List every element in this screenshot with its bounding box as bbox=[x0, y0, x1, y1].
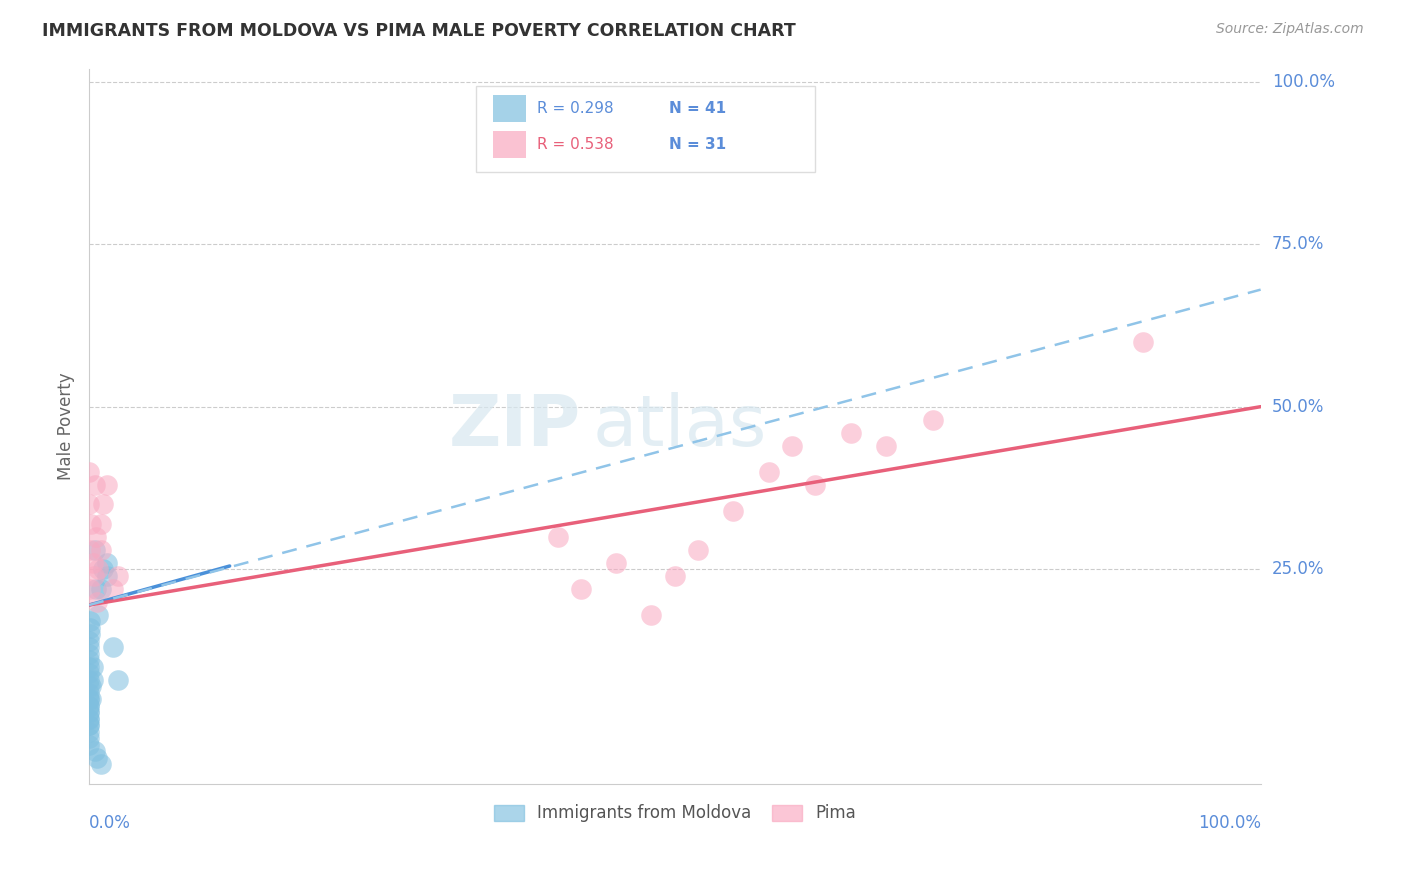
Point bbox=[86, 595, 108, 609]
Point bbox=[77, 465, 100, 479]
Point bbox=[77, 718, 100, 732]
Point bbox=[101, 640, 124, 655]
Point bbox=[90, 542, 112, 557]
Text: ZIP: ZIP bbox=[449, 392, 581, 460]
Point bbox=[80, 516, 103, 531]
Point bbox=[77, 653, 100, 667]
Text: 75.0%: 75.0% bbox=[1272, 235, 1324, 253]
Point bbox=[77, 718, 100, 732]
Point bbox=[96, 556, 118, 570]
Point bbox=[84, 542, 107, 557]
Point bbox=[1132, 334, 1154, 349]
Point bbox=[921, 412, 943, 426]
Point bbox=[77, 712, 100, 726]
Point bbox=[91, 562, 114, 576]
Text: IMMIGRANTS FROM MOLDOVA VS PIMA MALE POVERTY CORRELATION CHART: IMMIGRANTS FROM MOLDOVA VS PIMA MALE POV… bbox=[42, 22, 796, 40]
Point bbox=[107, 673, 129, 687]
Text: R = 0.538: R = 0.538 bbox=[537, 136, 613, 152]
Point bbox=[77, 698, 100, 713]
Point bbox=[87, 562, 110, 576]
Point bbox=[77, 633, 100, 648]
Point bbox=[96, 568, 118, 582]
Point bbox=[79, 542, 101, 557]
Point bbox=[87, 607, 110, 622]
Point bbox=[77, 738, 100, 752]
Point bbox=[839, 425, 862, 440]
Point bbox=[77, 660, 100, 674]
Text: 100.0%: 100.0% bbox=[1198, 814, 1261, 832]
Point bbox=[107, 568, 129, 582]
Point bbox=[83, 568, 105, 582]
Point bbox=[82, 556, 104, 570]
Text: 50.0%: 50.0% bbox=[1272, 398, 1324, 416]
Y-axis label: Male Poverty: Male Poverty bbox=[58, 372, 75, 480]
Point bbox=[569, 582, 592, 596]
Text: R = 0.298: R = 0.298 bbox=[537, 101, 613, 116]
Point bbox=[547, 530, 569, 544]
Point bbox=[77, 647, 100, 661]
Point bbox=[80, 679, 103, 693]
Point bbox=[101, 582, 124, 596]
Point bbox=[77, 686, 100, 700]
Point bbox=[77, 692, 100, 706]
Point bbox=[77, 497, 100, 511]
Point bbox=[77, 706, 100, 720]
Point bbox=[90, 582, 112, 596]
FancyBboxPatch shape bbox=[494, 95, 526, 122]
Text: Source: ZipAtlas.com: Source: ZipAtlas.com bbox=[1216, 22, 1364, 37]
Point bbox=[875, 439, 897, 453]
Point bbox=[84, 477, 107, 491]
Point bbox=[77, 706, 100, 720]
Point bbox=[77, 666, 100, 681]
Point bbox=[77, 698, 100, 713]
Text: 100.0%: 100.0% bbox=[1272, 72, 1334, 90]
Text: 25.0%: 25.0% bbox=[1272, 560, 1324, 578]
Point bbox=[80, 692, 103, 706]
Text: 0.0%: 0.0% bbox=[89, 814, 131, 832]
Point bbox=[91, 497, 114, 511]
Point bbox=[664, 568, 686, 582]
Point bbox=[77, 640, 100, 655]
Point bbox=[79, 627, 101, 641]
Point bbox=[79, 614, 101, 628]
Legend: Immigrants from Moldova, Pima: Immigrants from Moldova, Pima bbox=[488, 797, 862, 830]
Text: N = 31: N = 31 bbox=[669, 136, 725, 152]
Point bbox=[90, 516, 112, 531]
Point bbox=[84, 582, 107, 596]
Point bbox=[605, 556, 627, 570]
Point bbox=[79, 621, 101, 635]
Point bbox=[79, 582, 101, 596]
Point bbox=[82, 660, 104, 674]
Point bbox=[86, 751, 108, 765]
Point bbox=[77, 692, 100, 706]
Point bbox=[688, 542, 710, 557]
Point bbox=[84, 530, 107, 544]
Point bbox=[90, 757, 112, 772]
Point bbox=[640, 607, 662, 622]
FancyBboxPatch shape bbox=[475, 87, 815, 172]
Point bbox=[77, 679, 100, 693]
Point bbox=[723, 504, 745, 518]
Point bbox=[96, 477, 118, 491]
Point bbox=[77, 712, 100, 726]
Text: atlas: atlas bbox=[593, 392, 768, 460]
Point bbox=[780, 439, 803, 453]
Point bbox=[82, 673, 104, 687]
Point bbox=[804, 477, 827, 491]
Point bbox=[84, 744, 107, 758]
Point bbox=[77, 731, 100, 746]
Point bbox=[77, 673, 100, 687]
Point bbox=[77, 724, 100, 739]
FancyBboxPatch shape bbox=[494, 131, 526, 158]
Point bbox=[758, 465, 780, 479]
Text: N = 41: N = 41 bbox=[669, 101, 725, 116]
